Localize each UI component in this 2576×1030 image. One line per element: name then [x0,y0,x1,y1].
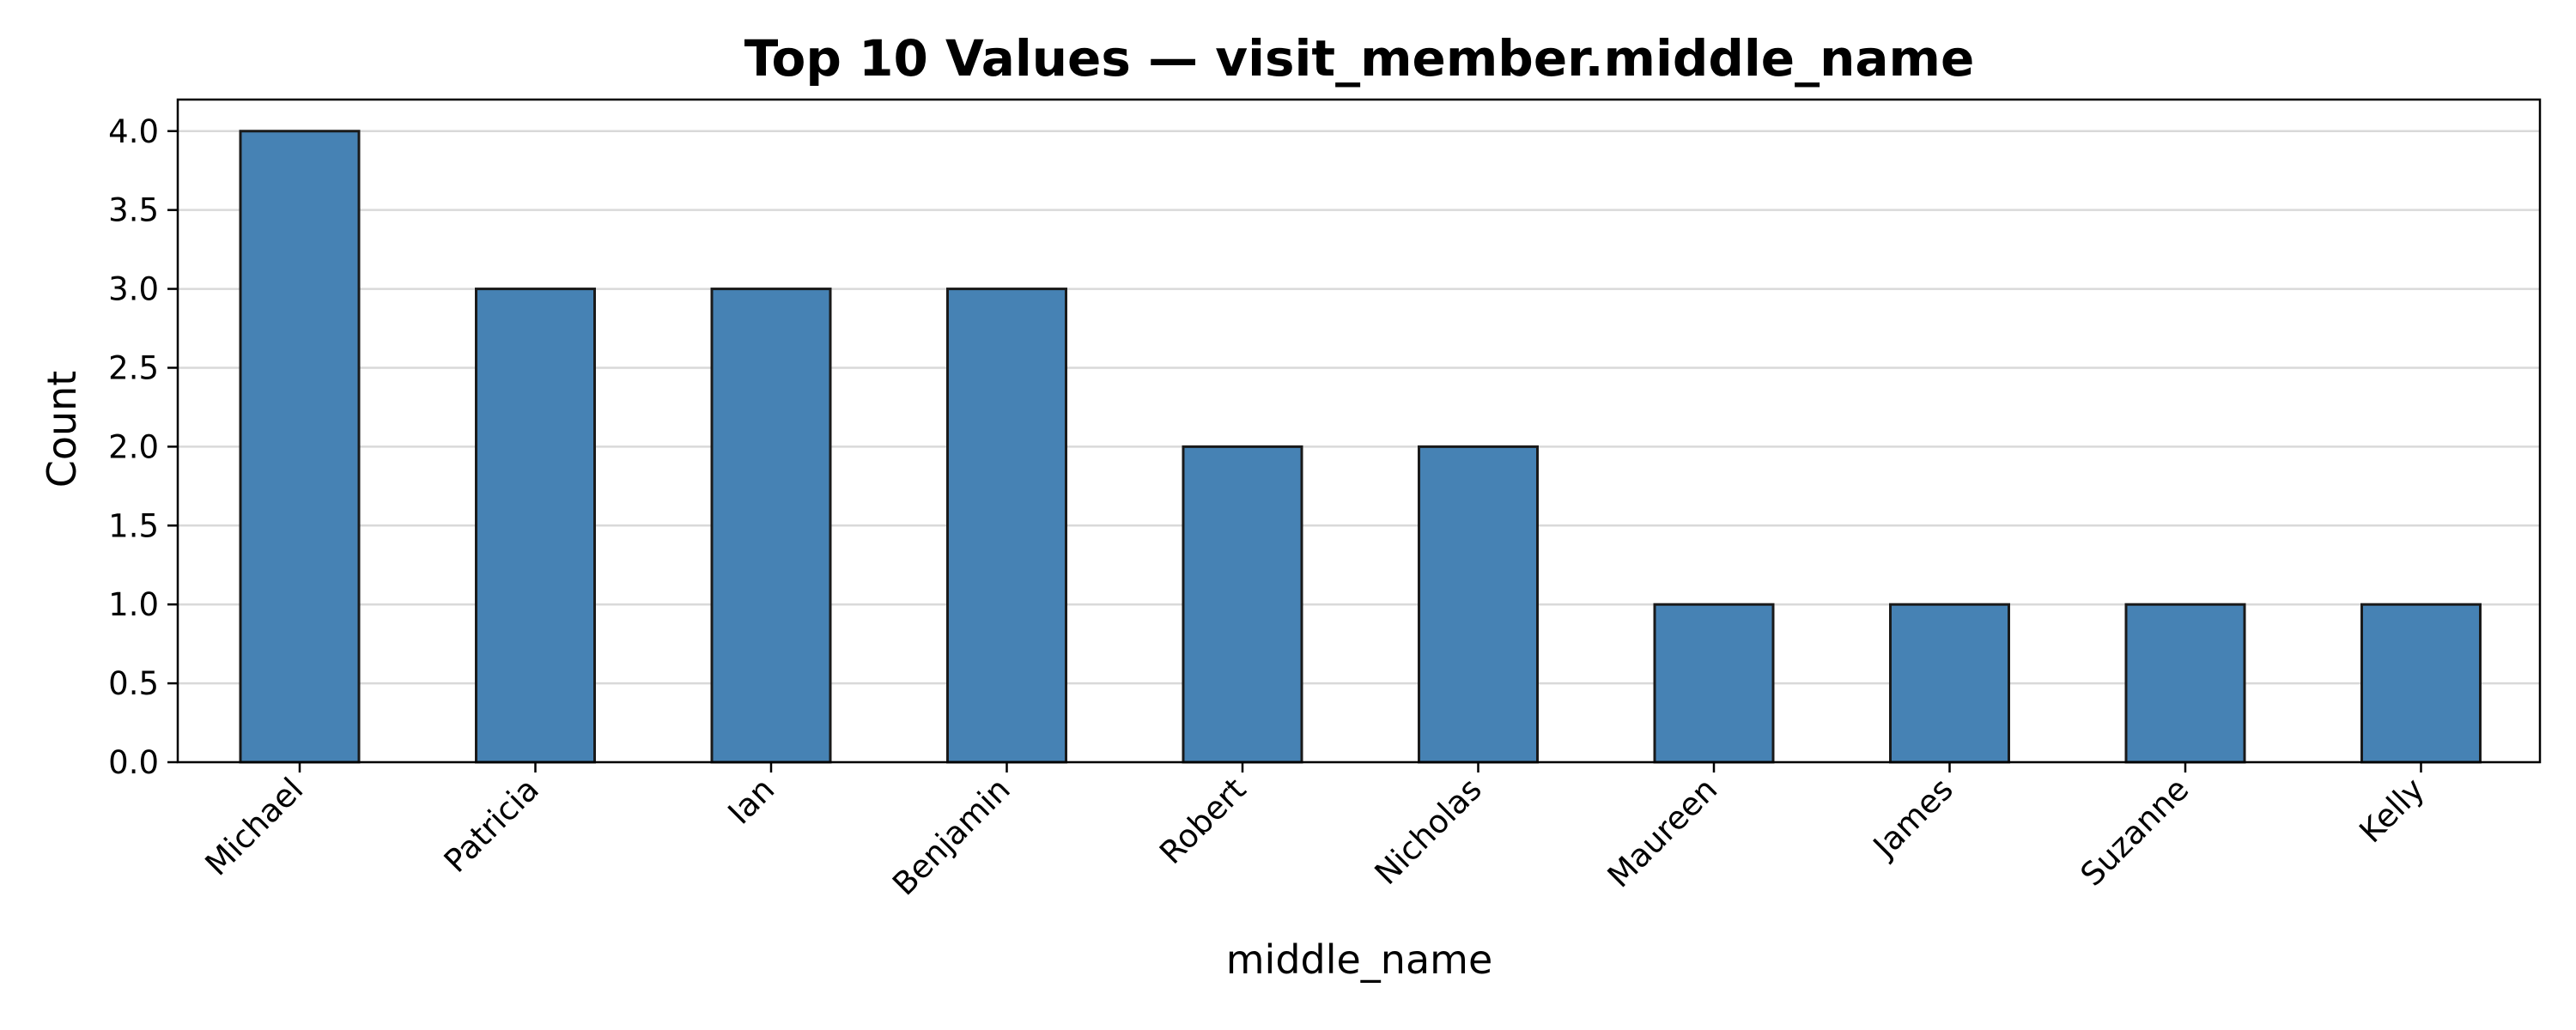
bar-james [1889,603,2010,764]
y-tick-label: 0.5 [108,665,159,702]
y-tick-label: 3.5 [108,192,159,229]
y-axis-ticks: 0.0 0.5 1.0 1.5 2.0 2.5 3.0 3.5 4.0 [108,113,178,781]
y-axis-label: Count [39,371,85,488]
y-tick-label: 1.0 [108,586,159,623]
x-tick-label: Maureen [1601,771,1725,895]
bars [239,130,2482,764]
bar-nicholas [1418,445,1539,764]
chart-title: Top 10 Values — visit_member.middle_name [744,29,1975,88]
y-tick-label: 3.0 [108,271,159,308]
x-axis-label: middle_name [1226,936,1493,983]
x-tick-label: Patricia [437,771,546,880]
bar-michael [239,130,361,764]
x-tick-label: Benjamin [885,771,1018,903]
x-tick-label: Nicholas [1368,771,1489,892]
bar-robert [1182,445,1303,764]
y-tick-label: 2.0 [108,428,159,465]
bar-kelly [2360,603,2482,764]
x-axis-ticks: Michael Patricia Ian Benjamin Robert Nicholas… [198,762,2432,903]
x-tick-label: Ian [721,771,782,832]
bar-patricia [475,288,596,764]
bar-suzanne [2124,603,2246,764]
y-tick-label: 2.5 [108,349,159,386]
y-tick-label: 4.0 [108,113,159,150]
x-tick-label: Michael [198,771,311,883]
bar-ian [710,288,832,764]
y-tick-label: 0.0 [108,744,159,781]
x-tick-label: Suzanne [2074,771,2196,894]
plot-frame [176,98,2542,764]
y-tick-label: 1.5 [108,507,159,544]
x-tick-label: James [1865,771,1960,866]
x-tick-label: Kelly [2352,771,2431,850]
x-tick-label: Robert [1152,771,1253,871]
bar-benjamin [946,288,1067,764]
bar-maureen [1653,603,1775,764]
